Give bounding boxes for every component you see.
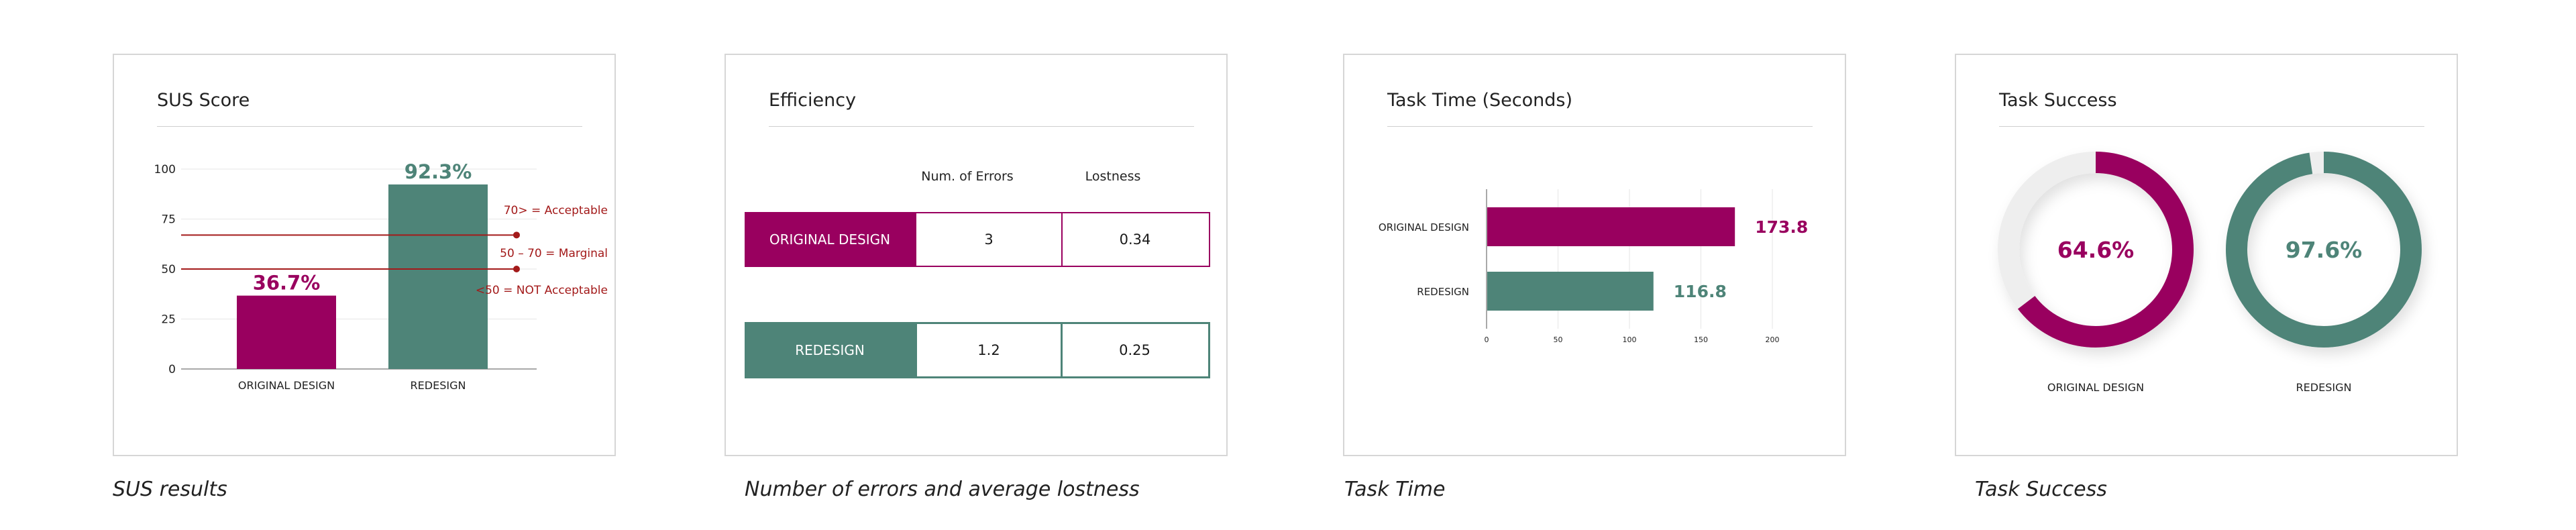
donut-slice	[2226, 152, 2422, 348]
y-tick-label: 100	[154, 163, 176, 176]
data-label: 36.7%	[253, 272, 321, 295]
title-divider	[157, 126, 582, 127]
task-time-chart: 0 50 100 150 200 173.8 ORIGINAL DESIGN 116.8 RED…	[1379, 189, 1808, 344]
task-time-caption: Task Time	[1344, 478, 1446, 501]
bar	[388, 184, 488, 369]
threshold-annotation: <50 = NOT Acceptable	[476, 284, 608, 297]
bar	[1487, 207, 1735, 246]
title-divider	[1387, 126, 1813, 127]
efficiency-caption: Number of errors and average lostness	[745, 478, 1140, 501]
sus-score-panel: SUS Score 0 25 50 75 100 36.7% ORIGINAL DESIGN…	[113, 54, 616, 456]
threshold-marker	[513, 231, 520, 239]
data-label: 173.8	[1755, 217, 1808, 237]
y-tick-label: 0	[168, 363, 176, 376]
sus-title: SUS Score	[157, 90, 250, 111]
category-label: ORIGINAL DESIGN	[2047, 381, 2144, 394]
y-tick-label: REDESIGN	[1417, 286, 1469, 298]
sus-chart: 0 25 50 75 100 36.7% ORIGINAL DESIGN 92.3% REDES…	[154, 160, 608, 392]
x-tick-label: 50	[1554, 335, 1563, 344]
cell-errors-redesign: 1.2	[915, 322, 1063, 378]
task-time-title: Task Time (Seconds)	[1387, 90, 1573, 111]
y-tick-label: ORIGINAL DESIGN	[1379, 221, 1469, 233]
bar	[237, 295, 336, 369]
cell-lostness-redesign: 0.25	[1061, 322, 1210, 378]
cell-errors-original: 3	[915, 212, 1063, 267]
threshold-marker	[513, 266, 520, 272]
sus-caption: SUS results	[113, 478, 227, 501]
task-time-panel: Task Time (Seconds) 0 50 100 150 200 173.8 ORI…	[1343, 54, 1846, 456]
col-header-errors: Num. of Errors	[921, 169, 1014, 184]
task-success-panel: Task Success 64.6% ORIGINAL DESIGN 97.6% RE…	[1955, 54, 2458, 456]
x-tick-label: 100	[1623, 335, 1637, 344]
col-header-lostness: Lostness	[1085, 169, 1141, 184]
data-label: 116.8	[1674, 282, 1727, 301]
bar	[1487, 272, 1654, 311]
y-tick-label: 75	[161, 213, 176, 227]
x-tick-label: 150	[1694, 335, 1708, 344]
data-label: 64.6%	[2057, 237, 2135, 263]
cell-lostness-original: 0.34	[1061, 212, 1210, 267]
threshold-annotation: 70> = Acceptable	[504, 204, 608, 217]
row-label-redesign: REDESIGN	[745, 322, 915, 378]
task-success-chart: 64.6% ORIGINAL DESIGN 97.6% REDESIGN	[1998, 152, 2422, 394]
donut-slice	[1998, 152, 2194, 348]
threshold-annotation: 50 – 70 = Marginal	[500, 247, 608, 260]
data-label: 97.6%	[2286, 237, 2363, 263]
efficiency-panel: Efficiency Num. of Errors Lostness ORIGI…	[724, 54, 1228, 456]
task-success-title: Task Success	[1999, 90, 2117, 111]
category-label: REDESIGN	[2296, 381, 2352, 394]
x-tick-label: 200	[1766, 335, 1780, 344]
title-divider	[769, 126, 1194, 127]
data-label: 92.3%	[405, 160, 472, 183]
efficiency-title: Efficiency	[769, 90, 857, 111]
x-tick-label: 0	[1485, 335, 1489, 344]
x-tick-label: ORIGINAL DESIGN	[238, 379, 335, 392]
x-tick-label: REDESIGN	[411, 379, 466, 392]
y-tick-label: 50	[161, 263, 176, 276]
y-tick-label: 25	[161, 313, 176, 327]
task-success-caption: Task Success	[1975, 478, 2107, 501]
title-divider	[1999, 126, 2424, 127]
row-label-original: ORIGINAL DESIGN	[745, 212, 915, 267]
